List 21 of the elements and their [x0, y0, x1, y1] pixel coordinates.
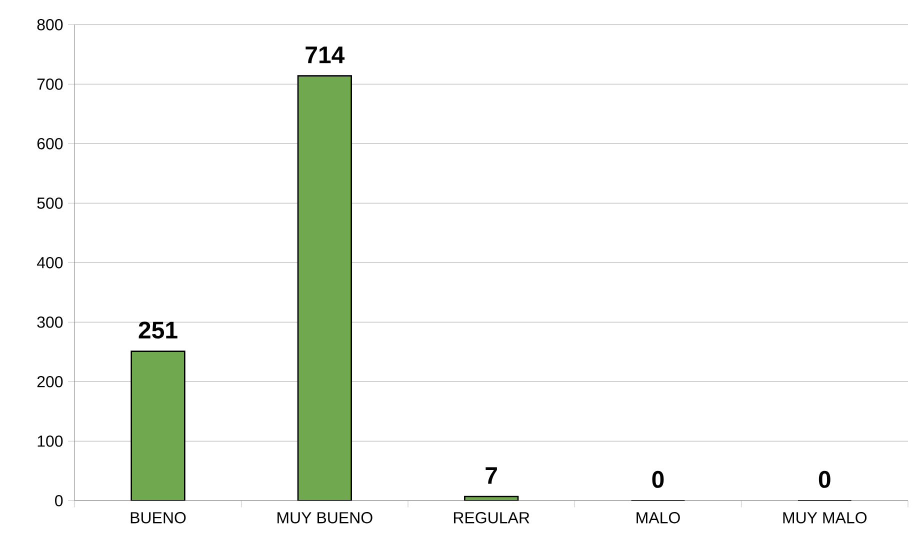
y-tick-label: 300: [37, 316, 63, 328]
data-label: 714: [306, 46, 345, 64]
y-tick-label: 100: [38, 435, 63, 447]
y-tick-label: 600: [37, 138, 63, 150]
data-label: 251: [138, 322, 178, 339]
y-tick-label: 0: [55, 494, 63, 506]
y-tick-label: 500: [37, 198, 63, 209]
data-label: 0: [818, 470, 830, 488]
bar: [130, 350, 186, 501]
x-tick-label: BUENO: [130, 512, 186, 524]
x-tick-label: MUY BUENO: [278, 512, 372, 524]
y-tick-label: 700: [37, 78, 63, 90]
y-tick-label: 800: [37, 19, 63, 30]
x-tick-label: REGULAR: [454, 512, 530, 524]
x-tick-label: MALO: [636, 512, 680, 524]
data-label: 7: [486, 467, 497, 484]
y-tick-label: 200: [37, 376, 63, 388]
bar: [297, 75, 352, 501]
x-tick-label: MUY MALO: [783, 512, 867, 524]
y-tick-label: 400: [36, 257, 63, 268]
data-label: 0: [652, 470, 664, 488]
